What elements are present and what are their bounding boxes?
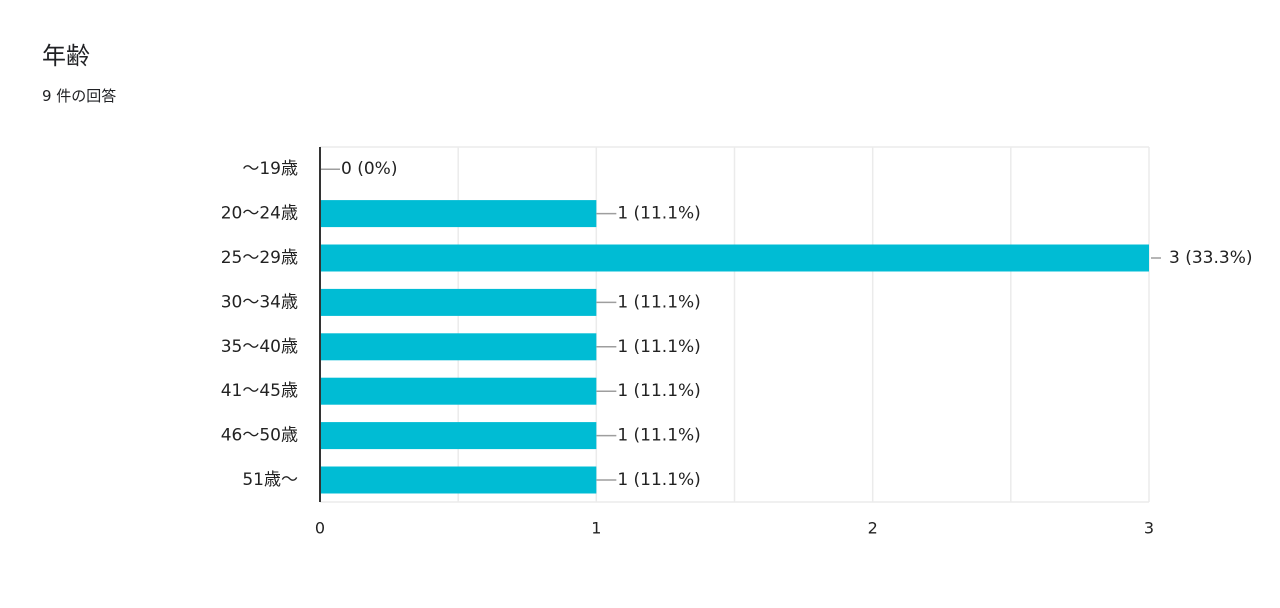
value-label: 1 (11.1%) [617,470,701,490]
x-tick-label: 3 [1144,519,1154,538]
category-label: 46～50歳 [221,426,298,446]
value-label: 1 (11.1%) [617,426,701,446]
x-tick-label: 1 [591,519,601,538]
category-label: 20～24歳 [221,204,298,224]
category-label: 35～40歳 [221,337,298,357]
category-label: 41～45歳 [221,381,298,401]
bar [320,244,1149,272]
bar [320,466,597,494]
bar [320,333,597,361]
category-label: ～19歳 [242,159,298,179]
category-label: 51歳～ [242,470,298,490]
value-label: 1 (11.1%) [617,381,701,401]
response-count: 9 件の回答 [42,87,117,105]
bar [320,377,597,405]
question-header: 年齢 9 件の回答 [42,40,116,106]
value-label: 0 (0%) [341,159,397,179]
bar [320,200,597,228]
value-label: 1 (11.1%) [617,204,701,224]
value-label: 1 (11.1%) [617,292,701,312]
value-label: 3 (33.3%) [1169,248,1253,268]
category-label: 25～29歳 [221,248,298,268]
x-tick-label: 0 [315,519,325,538]
bar [320,422,597,450]
question-title: 年齢 [42,42,90,70]
bar [320,288,597,316]
category-label: 30～34歳 [221,292,298,312]
x-tick-label: 2 [868,519,878,538]
value-label: 1 (11.1%) [617,337,701,357]
